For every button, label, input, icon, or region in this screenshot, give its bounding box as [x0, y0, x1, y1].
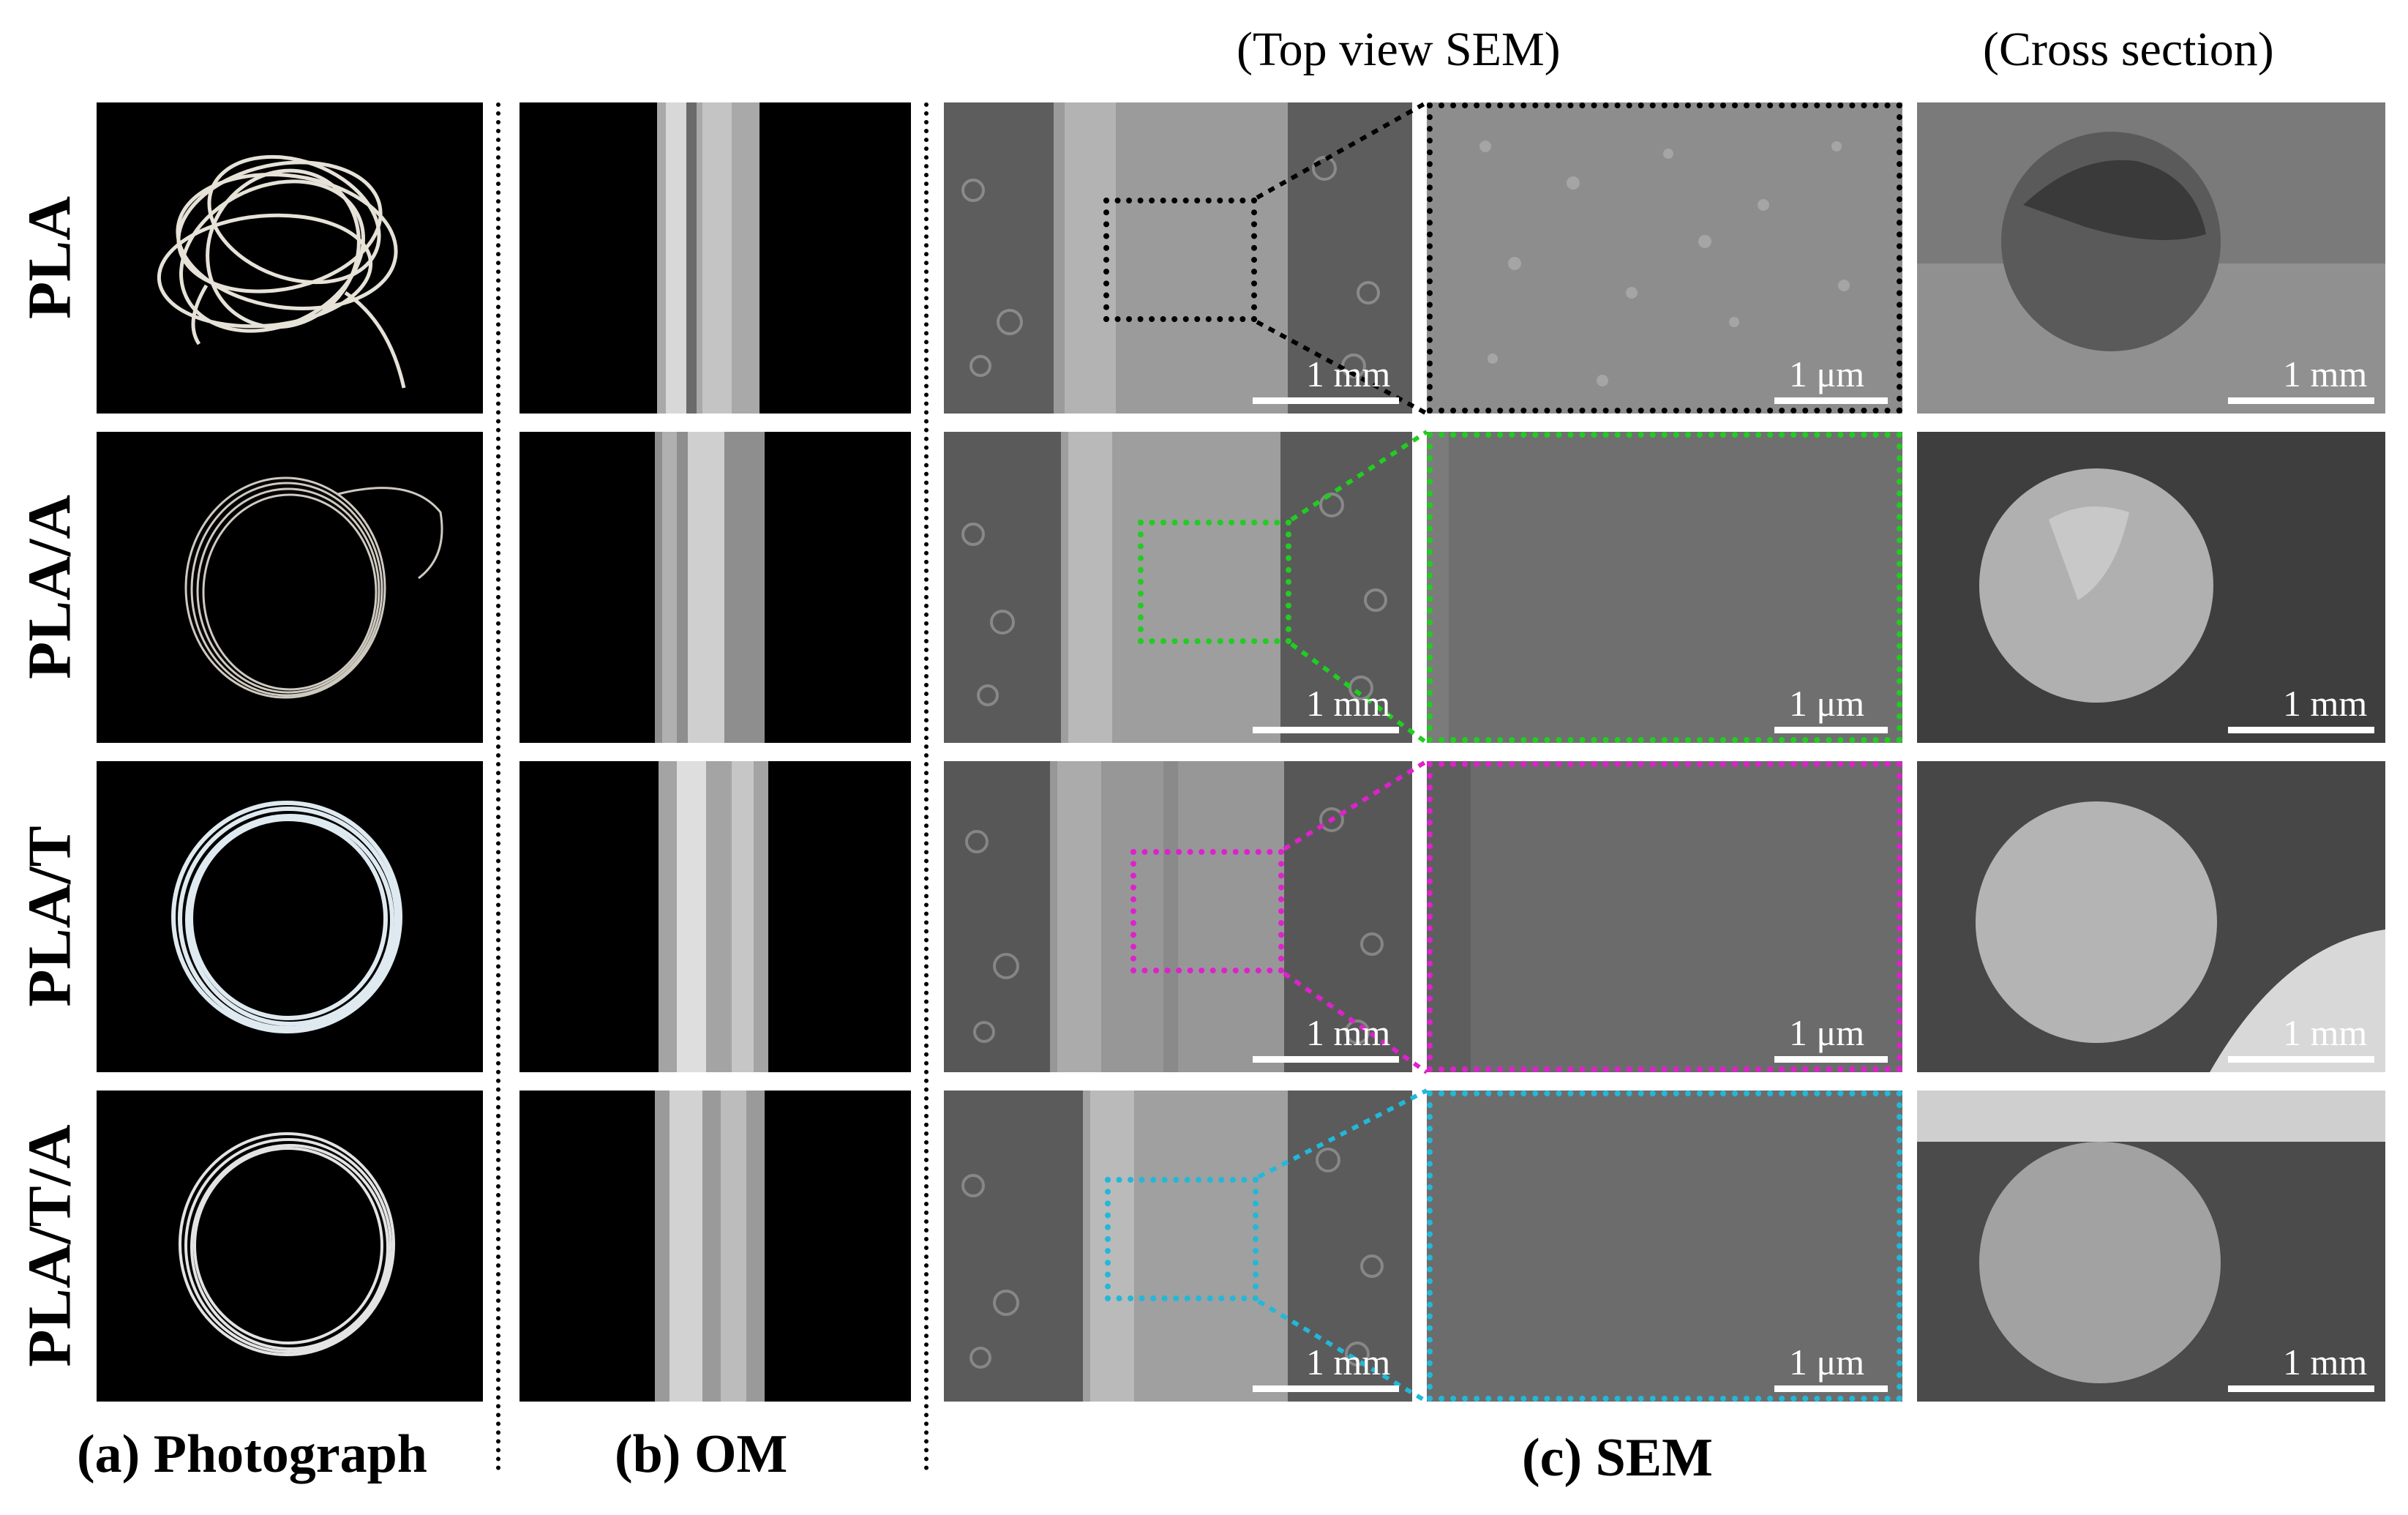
scale-label-cross-pla: 1 mm [2283, 354, 2368, 394]
coiled-filament-image [97, 1091, 483, 1402]
row-label-pla-t: PLA/T [15, 826, 84, 1007]
sem-high-pla-t-a [1427, 1091, 1902, 1402]
separator-b-c [924, 102, 929, 1471]
scale-bar-high-pla [1774, 397, 1888, 404]
cross-section-image [1917, 432, 2385, 743]
photo-pla-a [97, 432, 483, 743]
scale-label-high-pla-a: 1 μm [1789, 683, 1865, 724]
caption-b-om: (b) OM [615, 1424, 788, 1484]
frame-pla [1427, 102, 1902, 414]
om-filament-image [520, 102, 911, 414]
scale-bar-high-pla-t-a [1774, 1385, 1888, 1392]
sem-top-view-image [944, 761, 1412, 1072]
photo-pla [97, 102, 483, 414]
scale-bar-high-pla-a [1774, 727, 1888, 733]
cross-section-pla [1917, 102, 2385, 414]
cross-section-image [1917, 761, 2385, 1072]
frame-pla-t-a [1427, 1091, 1902, 1402]
om-pla-t [520, 761, 911, 1072]
coiled-filament-image [97, 761, 483, 1072]
scale-label-high-pla: 1 μm [1789, 354, 1865, 394]
sem-surface-image [1427, 761, 1902, 1072]
zoom-box-pla [1103, 198, 1257, 322]
header-top-view-sem: (Top view SEM) [1237, 23, 1561, 76]
scale-label-low-pla-t: 1 mm [1306, 1012, 1391, 1053]
om-filament-image [520, 761, 911, 1072]
sem-surface-image [1427, 1091, 1902, 1402]
scale-bar-low-pla [1253, 397, 1399, 404]
om-pla-a [520, 432, 911, 743]
sem-surface-image [1427, 102, 1902, 414]
om-filament-image [520, 432, 911, 743]
sem-surface-image [1427, 432, 1902, 743]
scale-label-cross-pla-t: 1 mm [2283, 1012, 2368, 1053]
coiled-filament-image [97, 102, 483, 414]
scale-label-high-pla-t-a: 1 μm [1789, 1342, 1865, 1383]
scale-label-cross-pla-t-a: 1 mm [2283, 1342, 2368, 1383]
scale-bar-cross-pla-a [2228, 727, 2374, 733]
scale-bar-high-pla-t [1774, 1056, 1888, 1063]
photo-pla-t [97, 761, 483, 1072]
cross-section-image [1917, 1091, 2385, 1402]
frame-pla-t [1427, 761, 1902, 1072]
sem-high-pla-t [1427, 761, 1902, 1072]
caption-c-sem: (c) SEM [1522, 1428, 1713, 1488]
separator-a-b [496, 102, 500, 1471]
om-pla [520, 102, 911, 414]
row-label-pla-a: PLA/A [15, 495, 84, 679]
scale-label-low-pla-t-a: 1 mm [1306, 1342, 1391, 1383]
om-pla-t-a [520, 1091, 911, 1402]
cross-section-pla-t [1917, 761, 2385, 1072]
scale-label-low-pla: 1 mm [1306, 354, 1391, 394]
scale-bar-low-pla-t-a [1253, 1385, 1399, 1392]
cross-section-pla-t-a [1917, 1091, 2385, 1402]
cross-section-image [1917, 102, 2385, 414]
scale-bar-low-pla-t [1253, 1056, 1399, 1063]
row-label-pla-t-a: PLA/T/A [15, 1124, 84, 1367]
om-filament-image [520, 1091, 911, 1402]
scale-bar-cross-pla-t-a [2228, 1385, 2374, 1392]
coiled-filament-image [97, 432, 483, 743]
cross-section-pla-a [1917, 432, 2385, 743]
scale-label-high-pla-t: 1 μm [1789, 1012, 1865, 1053]
scale-bar-cross-pla [2228, 397, 2374, 404]
scale-label-low-pla-a: 1 mm [1306, 683, 1391, 724]
photo-pla-t-a [97, 1091, 483, 1402]
scale-label-cross-pla-a: 1 mm [2283, 683, 2368, 724]
caption-a-photograph: (a) Photograph [77, 1424, 427, 1484]
scale-bar-low-pla-a [1253, 727, 1399, 733]
frame-pla-a [1427, 432, 1902, 743]
row-label-pla: PLA [15, 196, 84, 319]
sem-low-pla-t [944, 761, 1412, 1072]
zoom-box-pla-t-a [1105, 1177, 1259, 1301]
header-cross-section: (Cross section) [1983, 23, 2274, 76]
zoom-box-pla-t [1130, 849, 1284, 973]
zoom-box-pla-a [1138, 520, 1291, 644]
sem-high-pla [1427, 102, 1902, 414]
scale-bar-cross-pla-t [2228, 1056, 2374, 1063]
sem-high-pla-a [1427, 432, 1902, 743]
